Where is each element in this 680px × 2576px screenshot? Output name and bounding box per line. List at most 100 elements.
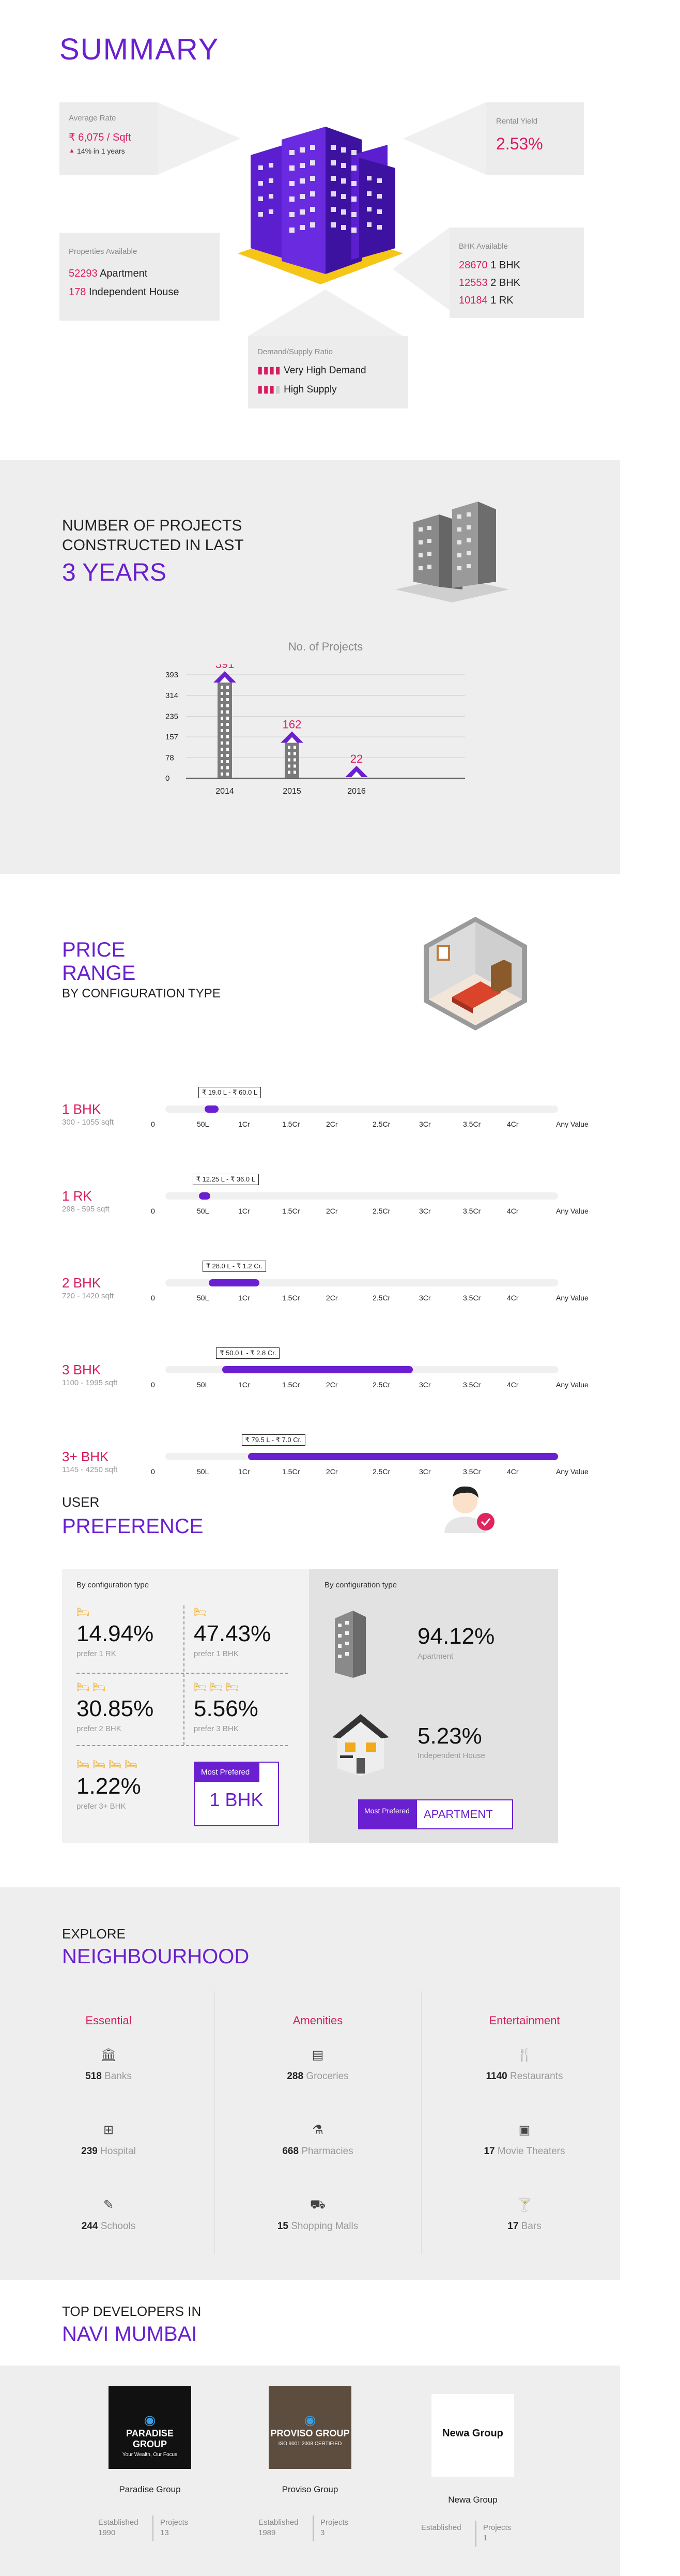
- price-scale-tick: 0: [151, 1294, 155, 1302]
- developer-logo[interactable]: ◉ PROVISO GROUP ISO 9001:2008 CERTIFIED: [269, 2386, 351, 2469]
- bhk-type: 2 BHK: [490, 277, 520, 289]
- price-subtitle: BY CONFIGURATION TYPE: [62, 987, 221, 1001]
- cart-icon: ⛟: [310, 2198, 326, 2211]
- neighbourhood-count: 239: [81, 2146, 98, 2157]
- pref-1rk-value: 14.94%: [76, 1621, 154, 1646]
- y-tick-label: 0: [165, 774, 169, 783]
- price-scale-tick: 2.5Cr: [373, 1294, 391, 1302]
- pref-1rk-label: prefer 1 RK: [76, 1649, 116, 1658]
- neighbourhood-item[interactable]: 1140 Restaurants: [447, 2071, 602, 2082]
- price-scale-tick: 0: [151, 1120, 155, 1128]
- price-scale-tick: 1.5Cr: [282, 1120, 300, 1128]
- projects-line-2: CONSTRUCTED IN LAST: [62, 537, 244, 554]
- properties-count: 178: [69, 286, 86, 298]
- y-tick-label: 157: [165, 733, 178, 741]
- neighbourhood-count: 17: [484, 2146, 495, 2157]
- neighbourhood-item[interactable]: 17 Bars: [447, 2221, 602, 2232]
- rental-yield-value: 2.53%: [496, 134, 543, 153]
- price-row-name: 2 BHK: [62, 1275, 101, 1291]
- most-preferred-config-badge: Most Prefered 1 BHK: [194, 1762, 279, 1826]
- price-scale-tick: 1Cr: [238, 1467, 250, 1476]
- developer-name[interactable]: Newa Group: [448, 2495, 498, 2505]
- bar-icon: 🍸: [517, 2198, 532, 2212]
- developer-name[interactable]: Paradise Group: [119, 2484, 181, 2494]
- bhk-row-2: 12553 2 BHK: [459, 277, 520, 289]
- neighbourhood-item[interactable]: 288 Groceries: [240, 2071, 395, 2082]
- developer-logo[interactable]: Newa Group: [431, 2394, 514, 2477]
- pref-2bhk-value: 30.85%: [76, 1696, 154, 1721]
- neighbourhood-item[interactable]: 244 Schools: [31, 2221, 186, 2232]
- price-range-fill: [248, 1453, 558, 1460]
- bhk-card: BHK Available 28670 1 BHK 12553 2 BHK 10…: [450, 228, 584, 318]
- neighbourhood-label: Movie Theaters: [497, 2146, 565, 2157]
- developer-established-value: 1990: [98, 2528, 116, 2537]
- developer-stat-divider: [152, 2516, 153, 2541]
- x-tick-label: 2014: [215, 787, 234, 794]
- pref-apartment-value: 94.12%: [418, 1624, 495, 1649]
- bar-2015: 162 2015: [281, 718, 303, 794]
- neighbourhood-count: 244: [81, 2221, 98, 2232]
- price-scale-tick: 2Cr: [326, 1294, 338, 1302]
- bar: [285, 743, 299, 778]
- bhk-type: 1 BHK: [490, 260, 520, 271]
- price-range-label: ₹ 28.0 L - ₹ 1.2 Cr.: [202, 1261, 266, 1272]
- projects-highlight: 3 YEARS: [62, 559, 166, 586]
- neighbourhood-item[interactable]: 15 Shopping Malls: [240, 2221, 395, 2232]
- price-title-2: RANGE: [62, 962, 136, 984]
- developers-section: TOP DEVELOPERS IN NAVI MUMBAI ◉ PARADISE …: [0, 2280, 620, 2576]
- price-scale-tick: 3Cr: [419, 1381, 431, 1389]
- developer-name[interactable]: Proviso Group: [282, 2484, 338, 2494]
- properties-label: Properties Available: [69, 247, 137, 256]
- price-scale-tick: 1.5Cr: [282, 1294, 300, 1302]
- bank-icon: 🏛: [100, 2048, 117, 2062]
- average-rate-value: ₹ 6,075 / Sqft: [69, 132, 131, 143]
- neighbourhood-count: 1140: [486, 2071, 507, 2082]
- average-rate-card: Average Rate ₹ 6,075 / Sqft ▲ 14% in 1 y…: [59, 102, 158, 175]
- demand-row-2: ▮▮▮▮ High Supply: [257, 384, 337, 396]
- average-rate-label: Average Rate: [69, 114, 116, 123]
- price-scale-tick: 2.5Cr: [373, 1120, 391, 1128]
- price-title-1: PRICE: [62, 938, 126, 961]
- bedroom-illustration: [424, 917, 527, 1031]
- price-scale-tick: 0: [151, 1207, 155, 1215]
- pref-house-label: Independent House: [418, 1751, 485, 1760]
- pref-2bhk-label: prefer 2 BHK: [76, 1724, 121, 1733]
- developer-logo[interactable]: ◉ PARADISE GROUP Your Wealth, Our Focus: [109, 2386, 191, 2469]
- most-preferred-label: Most Prefered: [359, 1800, 417, 1828]
- neighbourhood-count: 288: [287, 2071, 304, 2082]
- price-scale-tick: 1Cr: [238, 1207, 250, 1215]
- price-row-area: 1145 - 4250 sqft: [62, 1465, 118, 1474]
- pref-apartment-label: Apartment: [418, 1652, 454, 1661]
- y-tick-label: 314: [165, 691, 178, 700]
- x-tick-label: 2015: [283, 787, 301, 794]
- price-scale-tick: 3.5Cr: [463, 1207, 481, 1215]
- price-scale-tick: 3Cr: [419, 1467, 431, 1476]
- developer-stat-divider: [313, 2516, 314, 2541]
- logo-emblem-icon: ◉: [304, 2412, 316, 2428]
- price-scale-tick: 1.5Cr: [282, 1467, 300, 1476]
- preference-title-1: USER: [62, 1494, 100, 1510]
- price-section: PRICE RANGE BY CONFIGURATION TYPE 1 BHK 3…: [0, 874, 620, 1494]
- price-scale-tick: 1Cr: [238, 1381, 250, 1389]
- neighbourhood-title-2: NEIGHBOURHOOD: [62, 1945, 250, 1968]
- bed-icon: 🛏: [76, 1607, 90, 1618]
- price-scale-tick: 50L: [197, 1120, 209, 1128]
- neighbourhood-category: Entertainment: [489, 2014, 560, 2027]
- price-range-label: ₹ 12.25 L - ₹ 36.0 L: [192, 1174, 259, 1185]
- most-preferred-label: Most Prefered: [195, 1763, 259, 1782]
- neighbourhood-item[interactable]: 17 Movie Theaters: [447, 2146, 602, 2157]
- developer-established-label: Established: [421, 2523, 461, 2532]
- data-label: 162: [283, 718, 302, 731]
- neighbourhood-item[interactable]: 518 Banks: [31, 2071, 186, 2082]
- most-preferred-type-badge: Most Prefered APARTMENT: [358, 1799, 513, 1829]
- price-scale-tick: 3Cr: [419, 1120, 431, 1128]
- price-scale-tick: 1.5Cr: [282, 1381, 300, 1389]
- average-rate-change: 14% in 1 years: [77, 147, 125, 155]
- developer-logo-tagline: ISO 9001:2008 CERTIFIED: [278, 2441, 342, 2447]
- neighbourhood-label: Banks: [104, 2071, 132, 2082]
- neighbourhood-item[interactable]: 239 Hospital: [31, 2146, 186, 2157]
- price-scale-tick: 1Cr: [238, 1294, 250, 1302]
- grocery-icon: ▤: [312, 2048, 324, 2062]
- neighbourhood-item[interactable]: 668 Pharmacies: [240, 2146, 395, 2157]
- neighbourhood-count: 518: [85, 2071, 102, 2082]
